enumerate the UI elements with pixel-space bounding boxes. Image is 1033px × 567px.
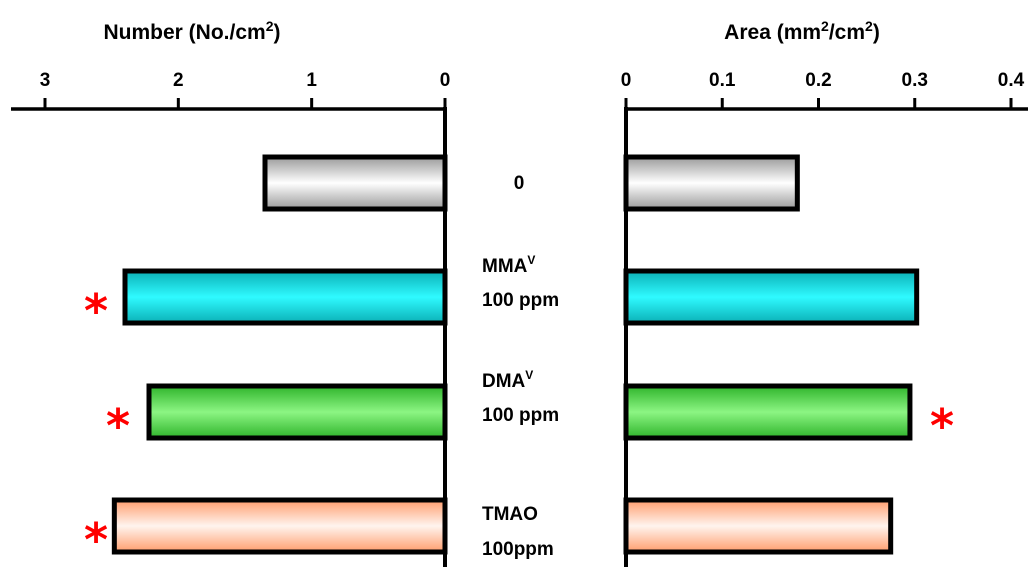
- right-bar-mmav: [623, 268, 920, 326]
- category-label: 100 ppm: [482, 290, 559, 311]
- right-tick-label: 0.3: [902, 70, 928, 91]
- left-tick-label: 0: [440, 70, 451, 91]
- right-bar-dmav: [623, 383, 913, 441]
- category-label: TMAO: [482, 504, 538, 525]
- category-label: 100ppm: [482, 539, 554, 560]
- right-bar-control: [623, 154, 800, 212]
- left-panel-title: Number (No./cm2): [104, 18, 281, 44]
- left-tick-label: 2: [173, 70, 184, 91]
- right-bar-tmao: [623, 497, 894, 555]
- left-tick-label: 3: [40, 70, 51, 91]
- right-tick-label: 0.4: [998, 70, 1025, 91]
- left-bar-tmao: [111, 497, 448, 555]
- right-tick-label: 0.2: [805, 70, 831, 91]
- right-tick-label: 0: [621, 70, 632, 91]
- category-labels: 0 MMAV 100 ppm DMAV 100 ppm TMAO 100ppm: [482, 173, 559, 560]
- left-panel: 3 2 1 0 * * *: [11, 70, 450, 567]
- left-bar-dmav: [146, 383, 448, 441]
- category-label: 100 ppm: [482, 405, 559, 426]
- left-significance-star: *: [84, 513, 108, 567]
- right-significance-star: *: [930, 399, 954, 453]
- left-significance-star: *: [106, 399, 130, 453]
- left-bar-mmav: [122, 268, 448, 326]
- category-label: MMAV: [482, 253, 535, 277]
- left-significance-star: *: [84, 284, 108, 338]
- left-bar-control: [262, 154, 448, 212]
- category-label: DMAV: [482, 368, 533, 392]
- right-panel: 0 0.1 0.2 0.3 0.4 *: [621, 70, 1028, 567]
- category-label: 0: [514, 173, 525, 194]
- right-tick-label: 0.1: [709, 70, 736, 91]
- left-tick-label: 1: [306, 70, 317, 91]
- right-panel-title: Area (mm2/cm2): [724, 18, 880, 44]
